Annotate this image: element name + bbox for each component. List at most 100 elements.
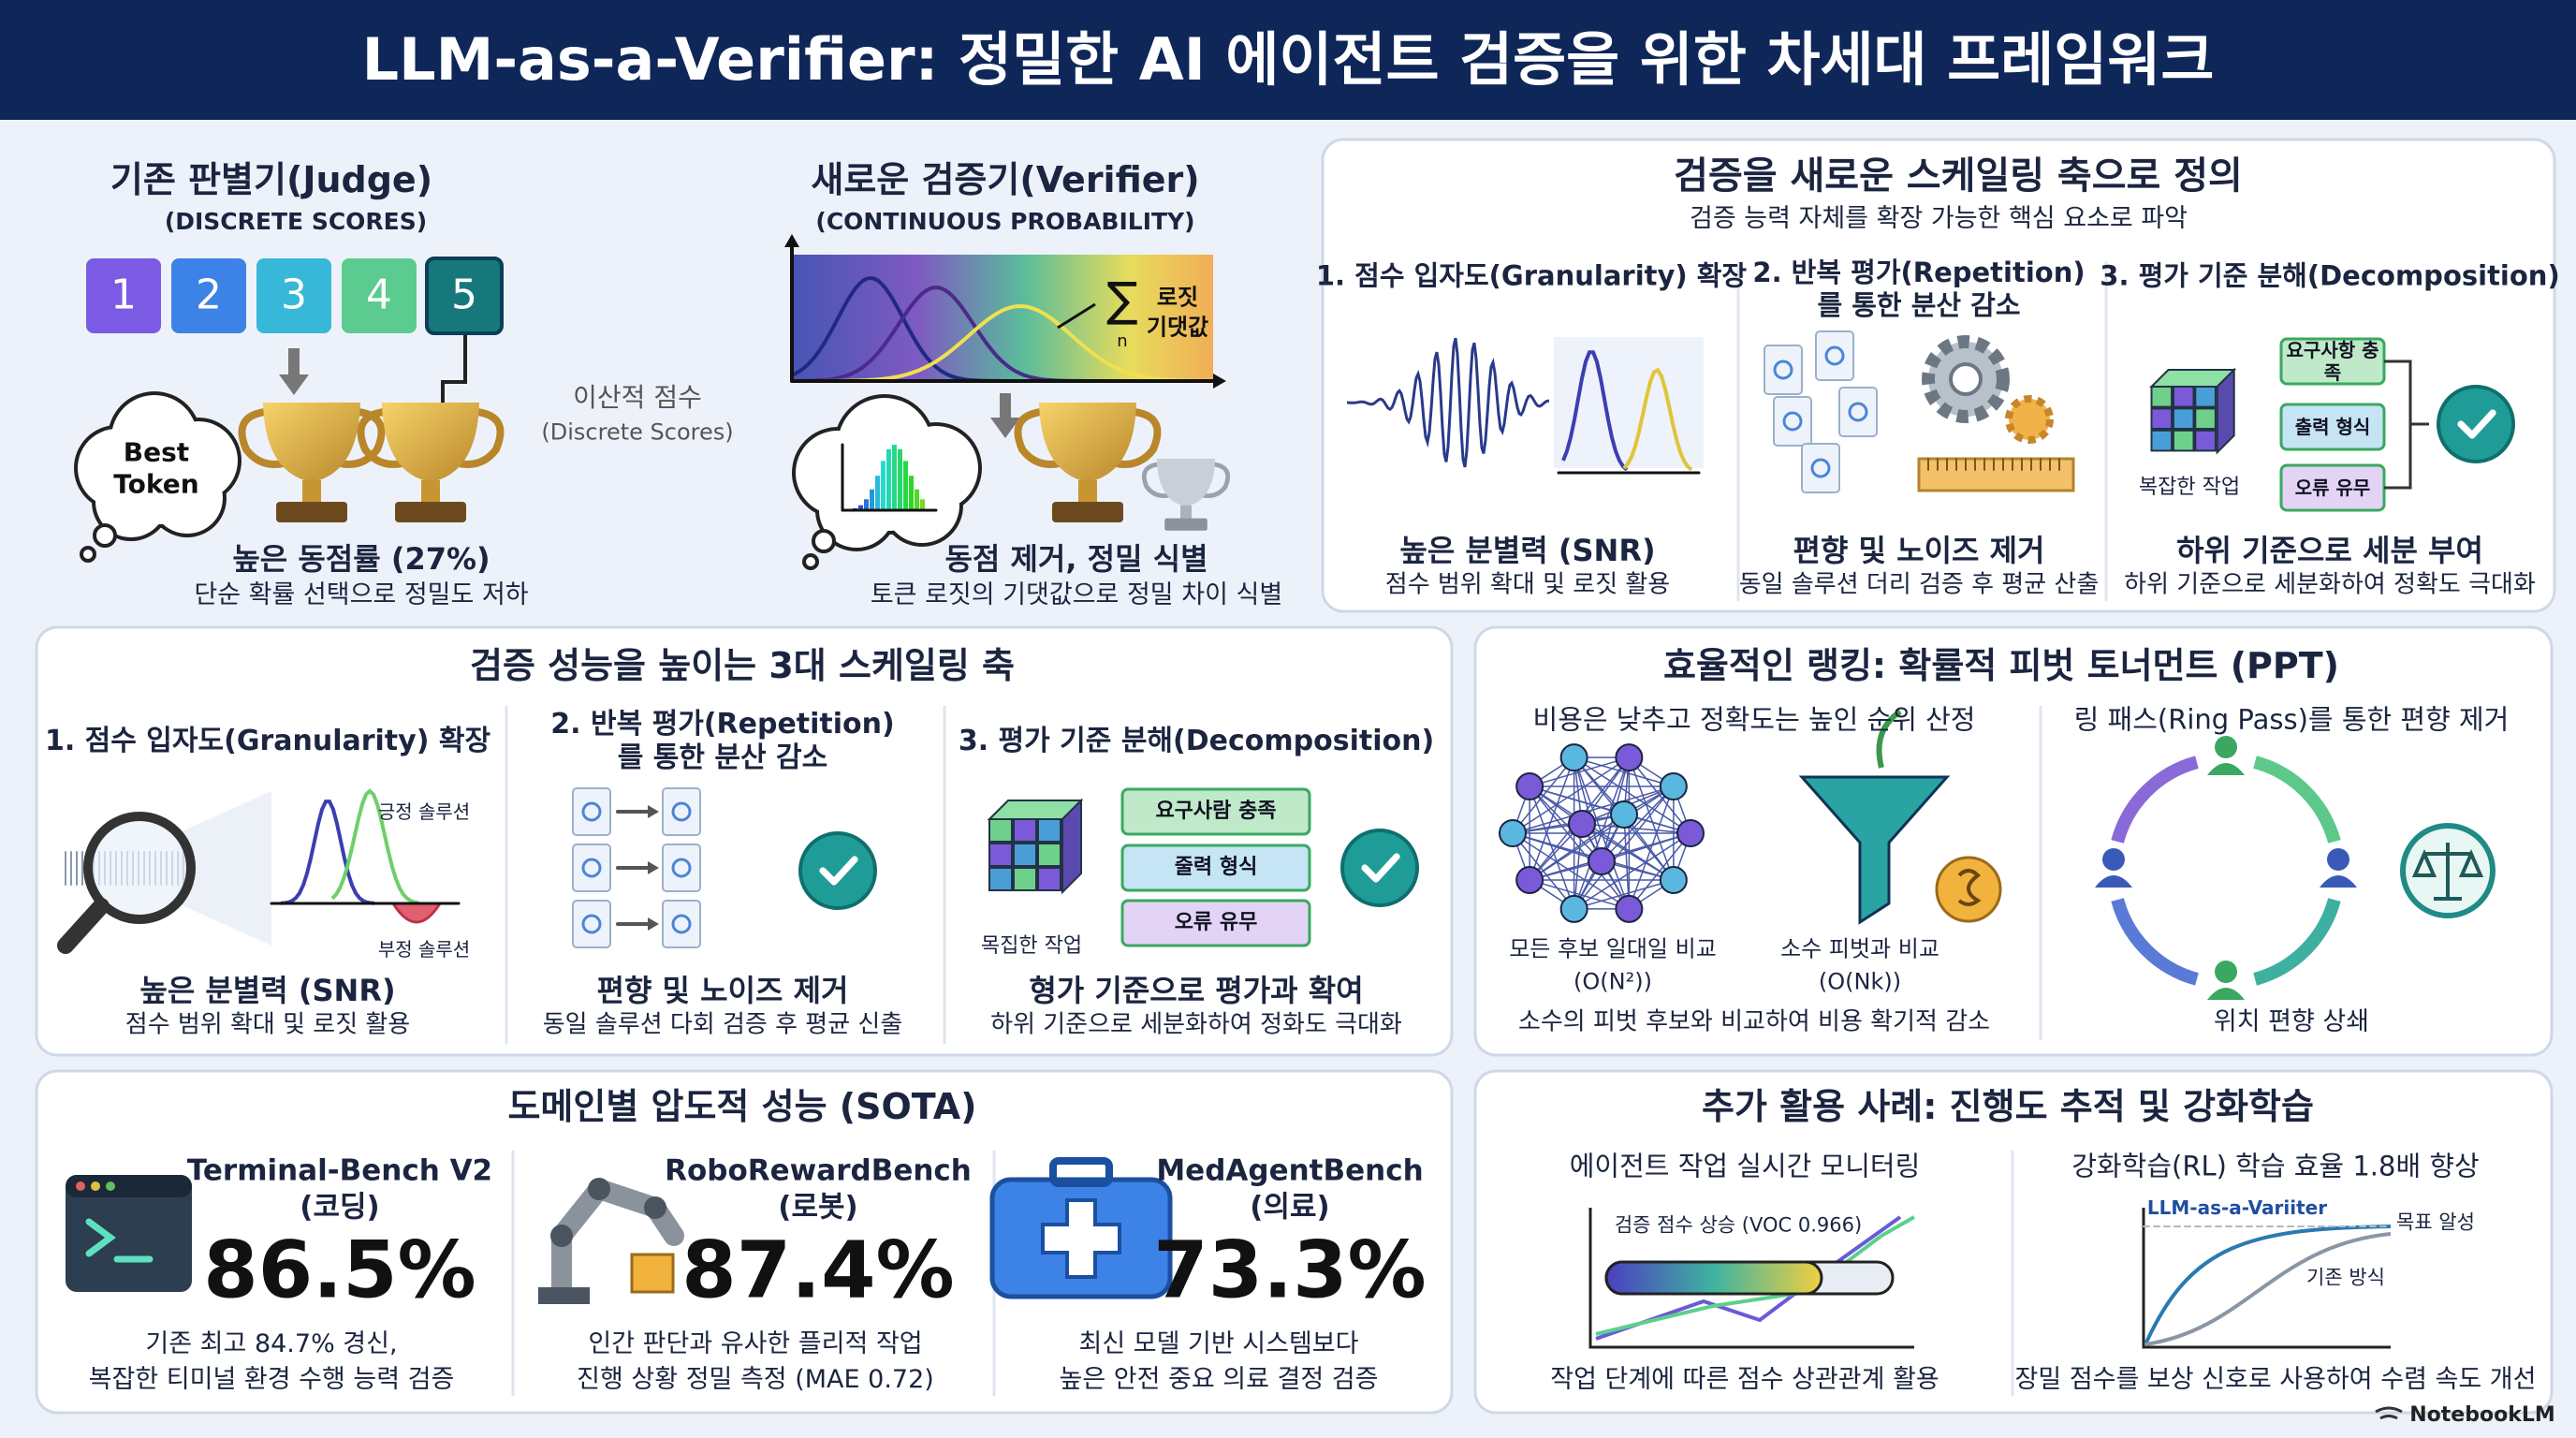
network-edge bbox=[1529, 814, 1625, 881]
speech-cloud bbox=[80, 546, 96, 563]
tags: 오류 유무 bbox=[2294, 477, 2371, 499]
heading: 비용은 낮추고 정확도는 높인 순위 산정 bbox=[1532, 703, 1976, 736]
trophy bbox=[421, 480, 440, 504]
cube bbox=[1013, 818, 1037, 843]
label: 로짓 bbox=[1156, 284, 1199, 311]
cube bbox=[2172, 407, 2195, 430]
pointer bbox=[1057, 302, 1096, 330]
label: 기댓값 bbox=[1146, 314, 1209, 341]
description: 인간 판단과 유사한 플리적 작업 bbox=[588, 1328, 923, 1358]
gear bbox=[1949, 362, 1983, 396]
network-node bbox=[1515, 772, 1544, 801]
criteria-tag bbox=[1120, 787, 1311, 836]
robot-arm bbox=[550, 1225, 573, 1247]
document-icon bbox=[1848, 402, 1868, 422]
baseline-curve bbox=[2144, 1232, 2392, 1346]
network-edge bbox=[1573, 832, 1691, 910]
name: RoboRewardBench bbox=[665, 1153, 972, 1188]
trophy bbox=[1078, 480, 1097, 504]
complexity: (O(Nk)) bbox=[1818, 968, 1902, 995]
heading: 3. 평가 기준 분해(Decomposition) bbox=[2100, 259, 2560, 292]
document-icon bbox=[1782, 411, 1803, 432]
network-node bbox=[1659, 772, 1688, 801]
magnifier bbox=[83, 812, 196, 924]
bracket bbox=[2384, 360, 2429, 490]
network-edge bbox=[1512, 832, 1631, 910]
beam bbox=[178, 791, 271, 946]
title: 추가 활용 사례: 진행도 추적 및 강화학습 bbox=[1702, 1086, 2314, 1128]
cube bbox=[1037, 843, 1061, 867]
subtitle: (CONTINUOUS PROBABILITY) bbox=[815, 208, 1195, 235]
network-node bbox=[1615, 894, 1644, 923]
panel bbox=[35, 625, 1454, 1057]
label: 이산적 점수 bbox=[573, 382, 702, 414]
document-icon bbox=[671, 914, 692, 934]
person bbox=[2327, 848, 2349, 871]
criteria-tag bbox=[2279, 403, 2386, 451]
network-node bbox=[1676, 819, 1705, 847]
arrow bbox=[279, 374, 309, 395]
cube bbox=[2150, 429, 2174, 452]
scores: 1 bbox=[110, 271, 137, 319]
tags: 요구사항 충족 bbox=[2286, 339, 2379, 384]
heading: 링 패스(Ring Pass)를 통한 편향 제거 bbox=[2073, 703, 2510, 736]
title: LLM-as-a-Verifier: 정밀한 AI 에이전트 검증을 위한 차세… bbox=[361, 24, 2215, 94]
cube bbox=[2150, 407, 2174, 430]
connector bbox=[441, 335, 467, 412]
label: 모든 후보 일대일 비교 bbox=[1509, 935, 1717, 962]
cube bbox=[1061, 798, 1082, 895]
network-edge bbox=[1529, 785, 1675, 881]
task: 목집한 작업 bbox=[980, 933, 1083, 958]
network-node bbox=[1588, 847, 1616, 875]
check-badge bbox=[1361, 853, 1400, 883]
document-icon bbox=[572, 787, 611, 836]
person bbox=[2207, 988, 2245, 1000]
task: 복잡한 작업 bbox=[2138, 475, 2241, 499]
person bbox=[2102, 848, 2125, 871]
trophy bbox=[357, 408, 505, 468]
trophy bbox=[1141, 462, 1231, 498]
series-label: LLM-as-a-Variiter bbox=[2146, 1196, 2328, 1219]
description: 점수 범위 확대 및 로짓 활용 bbox=[124, 1010, 411, 1039]
ring-arrow bbox=[2111, 898, 2199, 986]
trophy bbox=[1014, 408, 1162, 468]
cube bbox=[988, 818, 1013, 843]
panel bbox=[1473, 625, 2554, 1057]
funnel-arrow bbox=[1876, 709, 1902, 769]
heading: 에이전트 작업 실시간 모니터링 bbox=[1569, 1150, 1921, 1182]
brand: NotebookLM bbox=[2409, 1402, 2555, 1427]
axis bbox=[784, 234, 799, 247]
document-icon bbox=[671, 801, 692, 822]
mini-bar bbox=[920, 499, 925, 510]
tags: 요구사람 충족 bbox=[1155, 799, 1277, 823]
check-badge bbox=[1340, 829, 1419, 907]
check-badge bbox=[798, 831, 877, 910]
network-edge bbox=[1512, 785, 1675, 834]
network-edge bbox=[1529, 785, 1625, 815]
document-icon bbox=[581, 914, 602, 934]
network-edge bbox=[1601, 785, 1675, 862]
network-edge bbox=[1512, 832, 1603, 862]
description: 높은 안전 중요 의료 결정 검증 bbox=[1059, 1364, 1379, 1394]
cube bbox=[988, 843, 1013, 867]
person bbox=[2095, 875, 2132, 888]
network-edge bbox=[1628, 756, 1675, 881]
network-node bbox=[1659, 865, 1688, 894]
heading: 2. 반복 평가(Repetition)를 통한 분산 감소 bbox=[1752, 257, 2086, 321]
score-box bbox=[342, 258, 417, 333]
score: 87.4% bbox=[681, 1224, 955, 1316]
cube bbox=[2172, 429, 2195, 452]
arrow bbox=[648, 917, 659, 931]
terminal-icon bbox=[66, 1175, 192, 1197]
document-icon bbox=[662, 900, 701, 948]
sublabel: (Discrete Scores) bbox=[541, 418, 734, 446]
mini-bar bbox=[909, 476, 914, 510]
axis bbox=[1213, 374, 1226, 389]
money-bag bbox=[1957, 869, 1982, 906]
axis bbox=[1588, 1208, 1914, 1349]
document-icon bbox=[1764, 345, 1803, 395]
caption: 작업 단계에 따른 점수 상관관계 활용 bbox=[1550, 1364, 1939, 1394]
